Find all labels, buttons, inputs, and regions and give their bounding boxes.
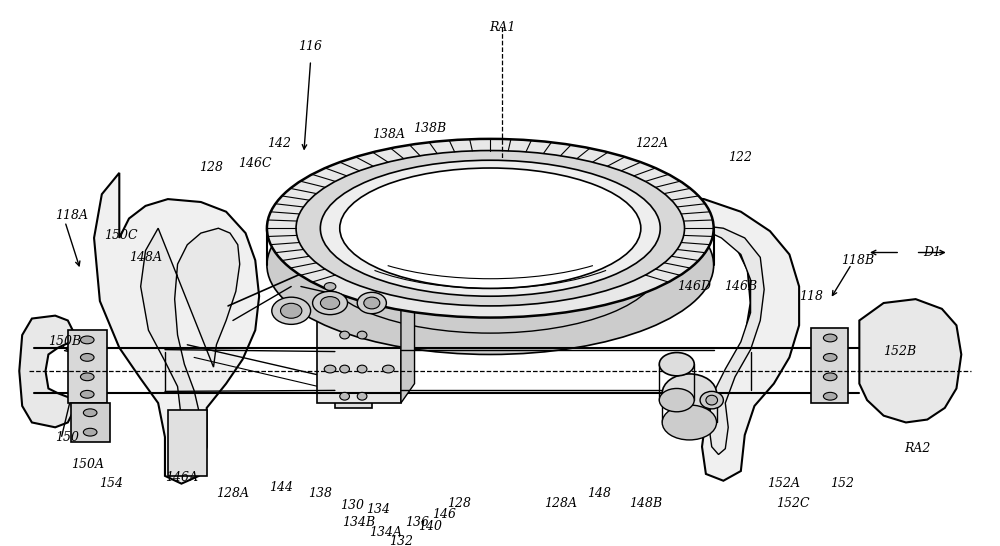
Ellipse shape [83, 409, 97, 417]
Ellipse shape [357, 331, 367, 339]
Polygon shape [641, 225, 764, 454]
Ellipse shape [357, 393, 367, 400]
Text: 118A: 118A [55, 209, 88, 222]
Text: D1: D1 [923, 246, 941, 259]
Text: 140: 140 [418, 520, 442, 533]
Ellipse shape [324, 283, 336, 290]
Ellipse shape [267, 176, 714, 354]
Polygon shape [317, 270, 401, 403]
Text: 152A: 152A [767, 477, 800, 490]
Text: 122A: 122A [635, 137, 668, 150]
Text: 152: 152 [830, 477, 854, 490]
Text: 138B: 138B [414, 122, 447, 135]
Ellipse shape [706, 395, 718, 405]
Text: 150A: 150A [71, 458, 104, 471]
Text: 134: 134 [367, 503, 391, 517]
Text: 146C: 146C [238, 157, 272, 170]
Text: 138A: 138A [372, 128, 405, 140]
Polygon shape [19, 316, 73, 428]
Text: 150: 150 [55, 431, 79, 443]
Text: 152B: 152B [884, 345, 917, 358]
Ellipse shape [382, 283, 394, 290]
Text: 152C: 152C [776, 496, 810, 509]
Text: 132: 132 [389, 536, 413, 546]
Ellipse shape [823, 334, 837, 342]
Ellipse shape [662, 405, 717, 440]
Polygon shape [335, 321, 372, 408]
Text: 118: 118 [799, 290, 823, 302]
Ellipse shape [281, 303, 302, 318]
Text: 128: 128 [200, 161, 224, 174]
Polygon shape [68, 330, 107, 403]
Text: 128A: 128A [544, 496, 577, 509]
Text: 146D: 146D [677, 280, 711, 293]
Polygon shape [71, 403, 110, 442]
Text: RA2: RA2 [904, 442, 931, 455]
Ellipse shape [823, 393, 837, 400]
Polygon shape [401, 251, 415, 403]
Text: 146A: 146A [165, 471, 198, 484]
Text: 154: 154 [100, 477, 124, 490]
Ellipse shape [80, 390, 94, 398]
Ellipse shape [659, 353, 694, 376]
Ellipse shape [340, 331, 349, 339]
Ellipse shape [823, 373, 837, 381]
Text: 146: 146 [432, 508, 456, 521]
Polygon shape [141, 228, 240, 454]
Text: 128A: 128A [216, 487, 249, 500]
Text: 122: 122 [728, 151, 752, 164]
Text: 118B: 118B [841, 254, 874, 267]
Polygon shape [94, 173, 259, 484]
Text: 146B: 146B [724, 280, 757, 293]
Ellipse shape [340, 168, 641, 288]
Polygon shape [624, 194, 799, 480]
Text: 148: 148 [587, 487, 611, 500]
Ellipse shape [80, 336, 94, 344]
Ellipse shape [662, 374, 717, 413]
Text: 134A: 134A [369, 526, 402, 539]
Ellipse shape [80, 353, 94, 361]
Ellipse shape [272, 297, 311, 324]
Ellipse shape [357, 292, 386, 314]
Ellipse shape [659, 388, 694, 412]
Ellipse shape [267, 139, 714, 318]
Text: 128: 128 [447, 496, 471, 509]
Text: 138: 138 [308, 487, 332, 500]
Ellipse shape [296, 151, 685, 306]
Text: 130: 130 [340, 498, 364, 512]
Text: 134B: 134B [343, 516, 376, 529]
Ellipse shape [364, 297, 380, 309]
Ellipse shape [80, 373, 94, 381]
Ellipse shape [340, 393, 349, 400]
Text: 148B: 148B [629, 496, 662, 509]
Ellipse shape [320, 197, 660, 333]
Ellipse shape [83, 428, 97, 436]
Polygon shape [168, 410, 207, 476]
Ellipse shape [324, 365, 336, 373]
Ellipse shape [357, 365, 367, 373]
Text: 144: 144 [269, 481, 293, 494]
Ellipse shape [823, 353, 837, 361]
Text: 150C: 150C [104, 229, 138, 241]
Text: 142: 142 [268, 137, 292, 150]
Text: 116: 116 [299, 40, 323, 53]
Ellipse shape [320, 296, 340, 310]
Ellipse shape [700, 391, 723, 409]
Ellipse shape [313, 292, 348, 314]
Ellipse shape [382, 365, 394, 373]
Text: RA1: RA1 [489, 21, 515, 34]
Ellipse shape [340, 365, 349, 373]
Polygon shape [859, 299, 961, 423]
Ellipse shape [320, 160, 660, 296]
Text: 148A: 148A [129, 251, 162, 264]
Text: 136: 136 [405, 516, 429, 529]
Text: 150B: 150B [48, 335, 82, 348]
Polygon shape [317, 251, 415, 270]
Polygon shape [811, 328, 848, 403]
